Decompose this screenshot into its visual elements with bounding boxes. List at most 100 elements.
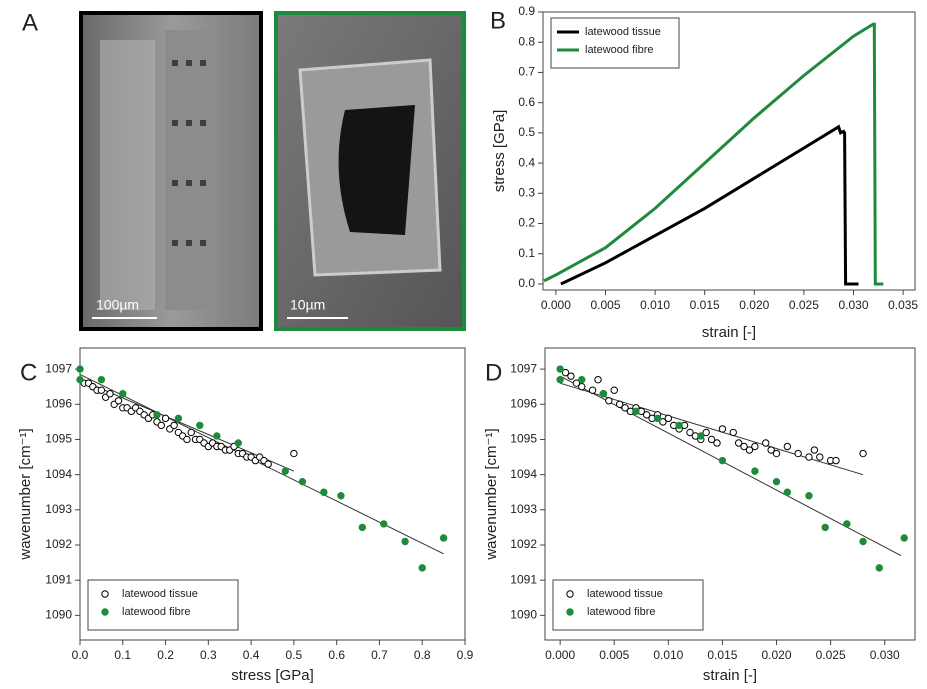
y-tick-label: 1091 (510, 572, 537, 586)
legend-box (552, 579, 704, 631)
data-point (183, 435, 191, 444)
data-point (439, 534, 448, 542)
data-point (610, 386, 618, 394)
x-tick-label: 0.7 (371, 648, 388, 662)
data-point (161, 414, 170, 423)
y-tick-label: 1095 (510, 432, 537, 446)
data-point (572, 379, 581, 387)
y-tick-label: 1091 (45, 572, 72, 586)
data-point (358, 523, 367, 532)
y-tick-label: 1090 (45, 608, 72, 622)
data-point (659, 418, 667, 426)
data-point (718, 425, 727, 433)
y-tick-label: 1092 (510, 537, 537, 551)
data-point (213, 432, 221, 440)
data-point (298, 477, 307, 486)
data-point (843, 520, 851, 528)
data-point (821, 523, 829, 532)
data-point (713, 439, 721, 447)
sem-image (79, 11, 263, 331)
x-tick-label: 0.8 (414, 648, 431, 662)
data-point (561, 368, 570, 377)
x-tick-label: 0.025 (789, 298, 819, 312)
data-point (729, 428, 737, 437)
data-point (556, 375, 564, 384)
x-axis-title: stress [GPa] (231, 667, 314, 684)
data-point (805, 453, 813, 461)
x-tick-label: 0.000 (545, 648, 575, 662)
y-tick-label: 1090 (510, 608, 537, 622)
data-point (718, 456, 727, 465)
y-axis-title: wavenumber [cm⁻¹] (483, 428, 500, 560)
data-point (632, 407, 640, 416)
data-point (751, 442, 759, 451)
data-line (543, 22, 884, 286)
data-point (875, 564, 883, 572)
y-tick-label: 0.9 (518, 4, 535, 18)
data-point (106, 390, 114, 398)
data-point (281, 467, 290, 475)
sem-image (274, 11, 466, 331)
data-point (772, 477, 781, 486)
data-point (264, 460, 272, 468)
x-tick-label: 0.015 (690, 298, 720, 312)
legend-swatch (566, 608, 574, 616)
data-point (187, 428, 195, 437)
x-axis-title: strain [-] (703, 667, 757, 684)
data-point (170, 421, 178, 430)
data-point (772, 449, 781, 458)
data-point (810, 446, 819, 454)
legend-box (550, 17, 680, 69)
x-tick-label: 0.020 (762, 648, 792, 662)
panel-letter: C (20, 359, 37, 386)
legend-label: latewood fibre (587, 606, 656, 618)
x-tick-label: 0.5 (286, 648, 303, 662)
y-tick-label: 1094 (45, 467, 72, 481)
legend-swatch (566, 590, 574, 598)
panel-letter: A (22, 9, 38, 36)
x-tick-label: 0.015 (707, 648, 737, 662)
y-axis-title: stress [GPa] (491, 110, 508, 193)
data-point (697, 432, 705, 440)
data-point (418, 564, 426, 572)
data-point (337, 492, 345, 500)
data-point (832, 456, 840, 465)
data-point (157, 421, 165, 430)
data-point (76, 365, 84, 373)
data-point (805, 492, 813, 500)
data-point (234, 439, 242, 447)
scale-bar-label: 10µm (290, 297, 325, 313)
x-tick-label: 0.0 (72, 648, 89, 662)
data-point (751, 467, 759, 475)
x-tick-label: 0.6 (328, 648, 345, 662)
data-line (560, 124, 859, 286)
data-point (642, 411, 651, 419)
legend-box (87, 579, 239, 631)
x-tick-label: 0.010 (653, 648, 683, 662)
data-point (859, 537, 867, 546)
x-tick-label: 0.1 (114, 648, 131, 662)
data-point (740, 442, 748, 451)
data-point (745, 446, 754, 454)
panel-letter: B (490, 7, 506, 34)
data-point (762, 439, 770, 447)
data-point (599, 390, 608, 398)
y-tick-label: 0.7 (518, 65, 535, 79)
data-point (767, 446, 775, 454)
data-point (380, 520, 388, 528)
x-tick-label: 0.3 (200, 648, 217, 662)
data-point (76, 375, 84, 384)
legend-label: latewood tissue (122, 588, 198, 600)
x-tick-label: 0.9 (457, 648, 474, 662)
x-tick-label: 0.000 (541, 298, 571, 312)
y-tick-label: 1095 (45, 432, 72, 446)
data-point (578, 375, 586, 384)
scale-bar-label: 100µm (96, 297, 139, 313)
x-tick-label: 0.4 (243, 648, 260, 662)
data-point (174, 414, 183, 423)
data-point (556, 365, 564, 373)
data-point (783, 442, 792, 451)
plot-frame (542, 11, 916, 291)
x-tick-label: 0.005 (590, 298, 620, 312)
plot-frame (544, 347, 916, 641)
